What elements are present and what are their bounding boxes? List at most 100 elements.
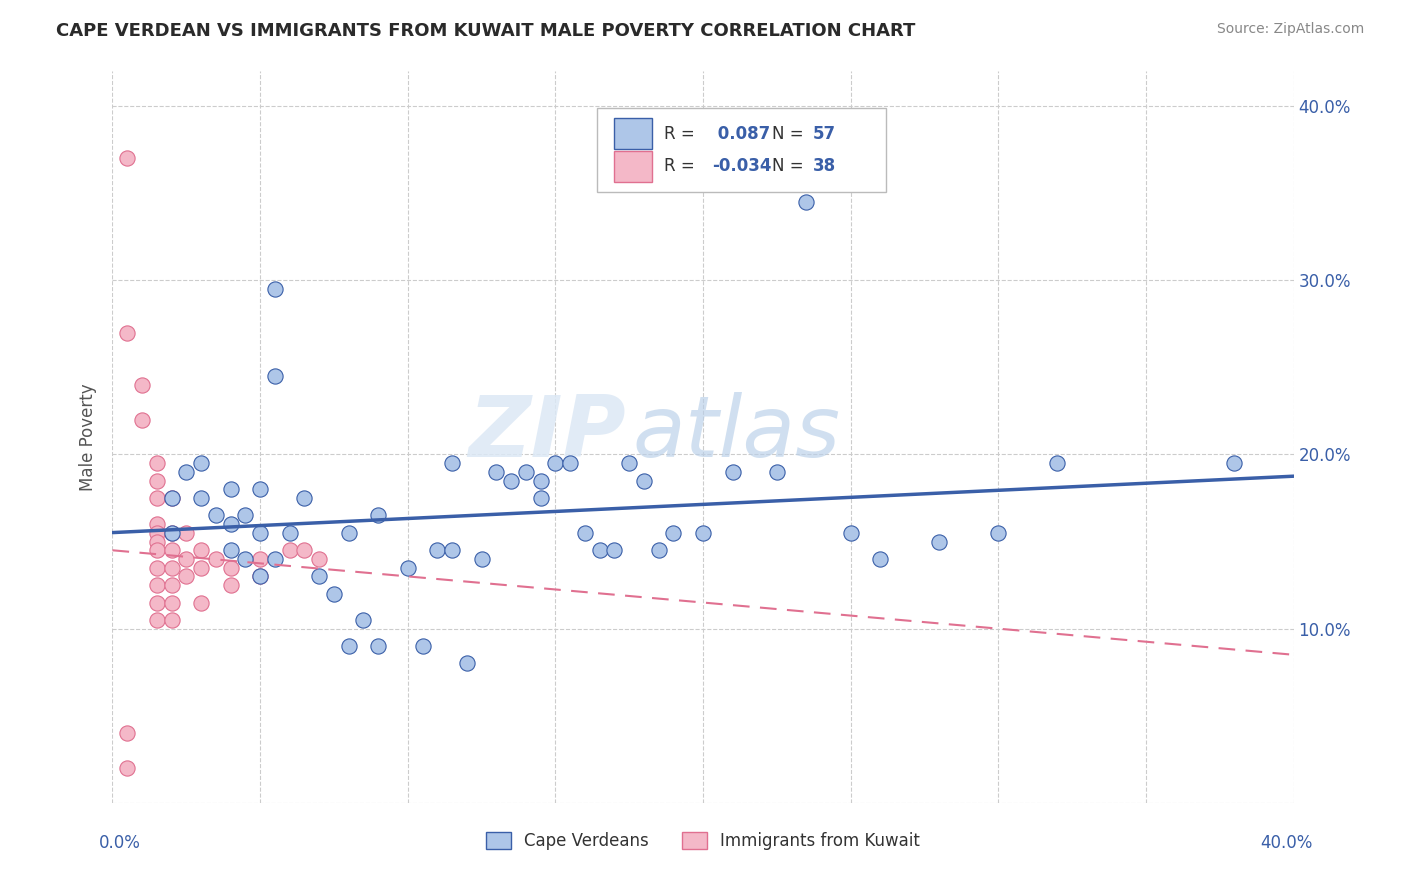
- Point: [174, 569, 197, 583]
- Point: [131, 377, 153, 392]
- Legend: Cape Verdeans, Immigrants from Kuwait: Cape Verdeans, Immigrants from Kuwait: [479, 825, 927, 856]
- Point: [190, 491, 212, 505]
- Point: [766, 465, 789, 479]
- Point: [308, 569, 330, 583]
- Point: [323, 587, 346, 601]
- Point: [588, 543, 610, 558]
- Point: [219, 578, 242, 592]
- Text: N =: N =: [772, 158, 808, 176]
- Point: [278, 543, 301, 558]
- Point: [219, 560, 242, 574]
- Point: [131, 412, 153, 426]
- Point: [839, 525, 862, 540]
- Point: [146, 595, 169, 609]
- Text: 40.0%: 40.0%: [1260, 834, 1313, 852]
- Point: [441, 543, 464, 558]
- Text: -0.034: -0.034: [713, 158, 772, 176]
- Point: [233, 552, 256, 566]
- Point: [264, 282, 287, 296]
- Text: 57: 57: [813, 125, 837, 143]
- Point: [264, 552, 287, 566]
- Point: [117, 326, 138, 340]
- FancyBboxPatch shape: [596, 108, 886, 192]
- Point: [146, 456, 169, 470]
- Point: [160, 613, 183, 627]
- Point: [721, 465, 744, 479]
- Point: [233, 508, 256, 523]
- Point: [1046, 456, 1069, 470]
- Point: [352, 613, 374, 627]
- FancyBboxPatch shape: [614, 118, 652, 149]
- Point: [292, 491, 315, 505]
- Text: N =: N =: [772, 125, 808, 143]
- Point: [249, 569, 271, 583]
- Point: [292, 543, 315, 558]
- Point: [470, 552, 494, 566]
- Point: [146, 517, 169, 532]
- Point: [174, 525, 197, 540]
- Point: [619, 456, 641, 470]
- Point: [205, 552, 228, 566]
- Text: R =: R =: [664, 125, 700, 143]
- Point: [146, 534, 169, 549]
- Point: [146, 543, 169, 558]
- Point: [249, 552, 271, 566]
- Point: [367, 639, 389, 653]
- Point: [146, 474, 169, 488]
- Point: [544, 456, 567, 470]
- Point: [692, 525, 714, 540]
- Point: [146, 525, 169, 540]
- Point: [190, 595, 212, 609]
- Point: [264, 369, 287, 384]
- Point: [456, 657, 478, 671]
- Point: [337, 639, 360, 653]
- Point: [647, 543, 671, 558]
- Point: [190, 560, 212, 574]
- Point: [633, 474, 655, 488]
- Point: [796, 194, 818, 209]
- Point: [160, 595, 183, 609]
- Point: [146, 491, 169, 505]
- Point: [558, 456, 582, 470]
- Point: [190, 456, 212, 470]
- Text: CAPE VERDEAN VS IMMIGRANTS FROM KUWAIT MALE POVERTY CORRELATION CHART: CAPE VERDEAN VS IMMIGRANTS FROM KUWAIT M…: [56, 22, 915, 40]
- Text: ZIP: ZIP: [468, 392, 626, 475]
- Point: [249, 569, 271, 583]
- Text: 0.087: 0.087: [713, 125, 770, 143]
- Point: [278, 525, 301, 540]
- Point: [160, 525, 183, 540]
- Point: [367, 508, 389, 523]
- Point: [501, 474, 523, 488]
- Point: [529, 491, 551, 505]
- Point: [928, 534, 950, 549]
- Point: [869, 552, 891, 566]
- Point: [603, 543, 626, 558]
- Point: [160, 491, 183, 505]
- Point: [529, 474, 551, 488]
- Point: [117, 152, 138, 166]
- Point: [146, 560, 169, 574]
- Point: [411, 639, 433, 653]
- Point: [396, 560, 419, 574]
- Point: [190, 543, 212, 558]
- Text: 0.0%: 0.0%: [98, 834, 141, 852]
- Point: [337, 525, 360, 540]
- Point: [160, 491, 183, 505]
- Text: atlas: atlas: [633, 392, 841, 475]
- Point: [485, 465, 508, 479]
- Y-axis label: Male Poverty: Male Poverty: [79, 384, 97, 491]
- Point: [205, 508, 228, 523]
- Point: [174, 552, 197, 566]
- Point: [441, 456, 464, 470]
- Point: [117, 726, 138, 740]
- Point: [160, 560, 183, 574]
- Point: [219, 517, 242, 532]
- Point: [249, 483, 271, 497]
- Point: [160, 578, 183, 592]
- FancyBboxPatch shape: [614, 151, 652, 182]
- Point: [160, 525, 183, 540]
- Point: [146, 613, 169, 627]
- Text: 38: 38: [813, 158, 837, 176]
- Point: [515, 465, 537, 479]
- Point: [117, 761, 138, 775]
